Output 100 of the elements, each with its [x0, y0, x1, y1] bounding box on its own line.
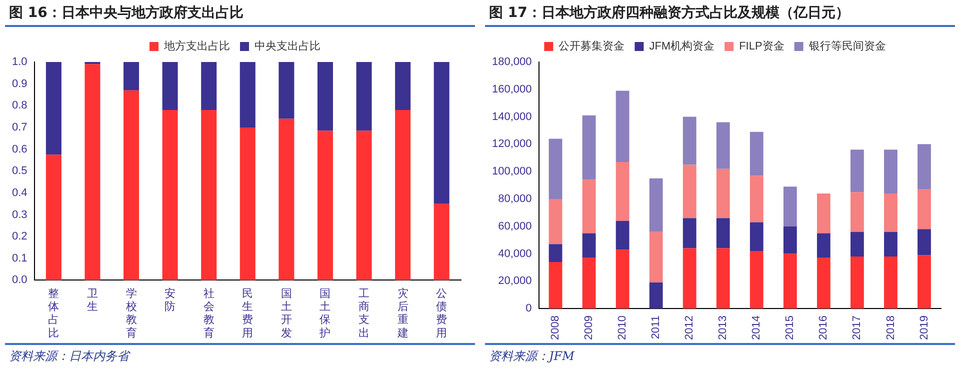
- legend-label: 中央支出占比: [254, 40, 320, 53]
- bar: [750, 222, 764, 252]
- bar: [816, 233, 830, 258]
- text: 资料来源：日本内务省: [5, 343, 475, 368]
- x-tick-label: 2014: [750, 316, 763, 340]
- bar: [240, 62, 256, 128]
- bar: [616, 220, 630, 250]
- chart-title: 图 16：日本中央与地方政府支出占比: [5, 0, 475, 27]
- x-tick-label: 2013: [717, 316, 730, 340]
- bar: [783, 226, 797, 254]
- bar: [850, 256, 864, 309]
- x-tick-label: 2009: [583, 316, 596, 340]
- bar: [716, 218, 730, 248]
- x-tick-label: 2016: [818, 316, 830, 340]
- bar: [434, 204, 450, 280]
- bar: [582, 115, 596, 180]
- bar: [616, 162, 630, 221]
- bar: [918, 229, 931, 256]
- bar: [816, 258, 830, 309]
- y-tick-label: 120,000: [492, 138, 532, 150]
- bar: [716, 122, 730, 169]
- bar: [918, 189, 931, 230]
- bar: [201, 62, 217, 110]
- y-tick-label: 40,000: [498, 248, 532, 260]
- bar: [682, 164, 696, 218]
- x-tick-label: 安防: [164, 286, 176, 314]
- y-tick-label: 0.7: [12, 121, 28, 134]
- y-tick-label: 80,000: [498, 192, 532, 205]
- x-tick-label: 2018: [884, 316, 897, 340]
- y-tick-label: 1.0: [12, 56, 28, 68]
- bar: [356, 130, 372, 280]
- bar: [716, 248, 730, 309]
- bar: [682, 218, 696, 248]
- x-tick-label: 2008: [550, 316, 562, 340]
- y-tick-label: 0.4: [12, 186, 28, 199]
- bar: [850, 150, 864, 192]
- bar: [816, 193, 830, 234]
- bar: [649, 232, 663, 283]
- y-tick-label: 20,000: [498, 275, 532, 288]
- bar: [201, 110, 217, 280]
- bar: [548, 262, 562, 309]
- bar: [278, 62, 294, 119]
- y-tick-label: 0.8: [12, 100, 28, 112]
- x-tick-label: 国土开发: [280, 288, 292, 340]
- bar: [918, 255, 931, 309]
- bar: [317, 62, 333, 131]
- bar: [884, 232, 898, 256]
- bar: [884, 256, 898, 309]
- text: 资料来源：JFM: [485, 343, 955, 368]
- legend-label: 银行等民间资金: [808, 40, 886, 53]
- y-tick-label: 60,000: [498, 220, 532, 232]
- bar: [649, 178, 663, 232]
- y-tick-label: 0: [526, 302, 532, 315]
- bar: [716, 168, 730, 218]
- bar: [750, 132, 764, 176]
- bar: [46, 62, 62, 155]
- bar: [356, 62, 372, 131]
- bar: [84, 64, 100, 280]
- chart-title: 图 17：日本地方政府四种融资方式占比及规模（亿日元）: [485, 0, 955, 27]
- legend-label: JFM机构资金: [649, 40, 715, 53]
- bar: [750, 251, 764, 309]
- y-tick-label: 100,000: [492, 166, 532, 178]
- y-tick-label: 0.6: [12, 143, 28, 156]
- x-tick-label: 2017: [851, 316, 864, 340]
- y-tick-label: 0.2: [12, 230, 28, 243]
- y-tick-label: 0.5: [12, 165, 28, 178]
- bar: [395, 62, 411, 110]
- legend-label: FILP资金: [739, 40, 784, 53]
- x-tick-label: 民生费用: [242, 288, 254, 340]
- bar: [783, 254, 797, 309]
- bar: [395, 110, 411, 280]
- y-tick-label: 0.3: [12, 208, 28, 221]
- bar: [649, 282, 663, 309]
- bar: [682, 116, 696, 165]
- x-tick-label: 工商支出: [358, 288, 370, 340]
- x-tick-label: 2010: [616, 316, 629, 340]
- y-tick-label: 0.0: [12, 274, 28, 286]
- bar: [46, 154, 62, 280]
- y-tick-label: 160,000: [492, 83, 532, 96]
- bar: [548, 198, 562, 244]
- x-tick-label: 2019: [918, 316, 930, 340]
- y-tick-label: 0.1: [12, 252, 28, 264]
- y-tick-label: 180,000: [492, 56, 532, 68]
- bar: [582, 180, 596, 234]
- bar: [783, 186, 797, 226]
- x-tick-label: 灾后重建: [396, 286, 408, 340]
- x-tick-label: 社会教育: [203, 286, 214, 340]
- x-tick-label: 整体占比: [48, 288, 60, 340]
- x-tick-label: 2011: [650, 316, 662, 340]
- bar: [850, 192, 864, 232]
- bar: [750, 176, 764, 222]
- bar: [548, 138, 562, 199]
- y-tick-label: 140,000: [492, 110, 532, 123]
- x-tick-label: 公债费用: [436, 288, 448, 340]
- bar: [124, 90, 140, 280]
- legend-label: 地方支出占比: [163, 40, 230, 53]
- bar: [918, 144, 931, 190]
- bar: [582, 233, 596, 258]
- bar: [682, 248, 696, 309]
- bar: [162, 110, 178, 280]
